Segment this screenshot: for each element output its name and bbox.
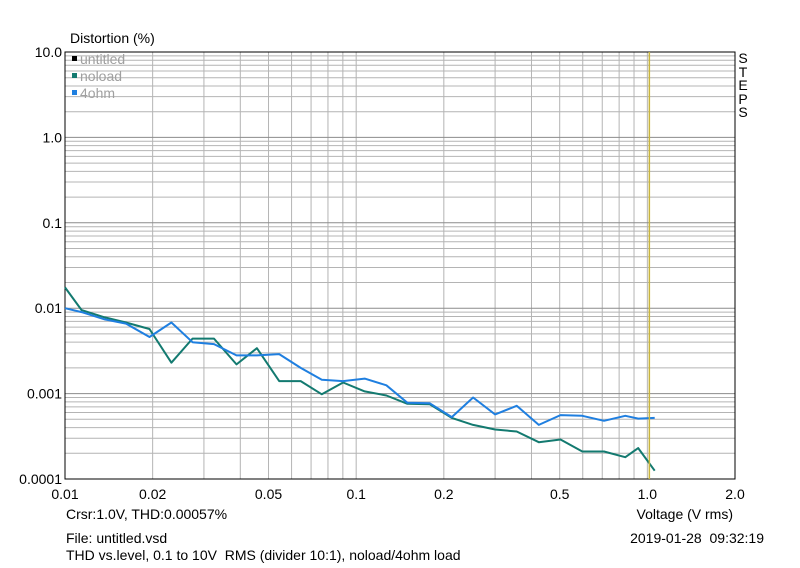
legend-label: noload: [80, 68, 122, 84]
series-line-4ohm: [64, 307, 655, 426]
y-tick-label: 0.0001: [19, 471, 62, 487]
chart-description: THD vs.level, 0.1 to 10V RMS (divider 10…: [66, 547, 461, 563]
steps-letter: S: [738, 50, 748, 66]
steps-letter: T: [738, 63, 748, 80]
x-tick-label: 1.0: [638, 486, 658, 502]
y-axis-label: Distortion (%): [70, 30, 155, 46]
y-tick-label: 10.0: [35, 44, 62, 60]
steps-letter: S: [738, 104, 748, 120]
x-tick-label: 0.2: [434, 486, 454, 502]
steps-letter: P: [738, 90, 748, 107]
grid-major: [65, 136, 735, 395]
legend-label: 4ohm: [80, 85, 115, 101]
legend-label: untitled: [80, 51, 125, 67]
y-tick-label: 1.0: [43, 129, 63, 145]
legend-swatch: [72, 90, 77, 95]
x-tick-label: 0.5: [550, 486, 570, 502]
y-tick-labels: 10.0 1.0 0.1 0.01 0.001 0.0001: [19, 44, 62, 487]
series-line-noload: [64, 286, 656, 472]
y-tick-label: 0.01: [35, 300, 62, 316]
x-tick-label: 0.05: [255, 486, 282, 502]
cursor-readout: Crsr:1.0V, THD:0.00057%: [66, 506, 228, 522]
plot-frame: [64, 51, 736, 480]
x-tick-label: 2.0: [725, 486, 745, 502]
y-tick-label: 0.1: [43, 215, 63, 231]
steps-letter: E: [738, 77, 748, 93]
x-axis-label: Voltage (V rms): [636, 506, 733, 522]
x-tick-label: 0.1: [346, 486, 366, 502]
x-tick-labels: 0.01 0.02 0.05 0.1 0.2 0.5 1.0 2.0: [51, 486, 745, 502]
series-layer: [64, 286, 656, 472]
y-tick-label: 0.001: [27, 386, 62, 402]
x-tick-label: 0.01: [51, 486, 78, 502]
timestamp: 2019-01-28 09:32:19: [630, 530, 764, 546]
legend-swatch: [72, 73, 77, 78]
legend-swatch: [72, 56, 77, 61]
file-name: File: untitled.vsd: [66, 530, 168, 546]
x-tick-label: 0.02: [139, 486, 166, 502]
grid-minor: [65, 52, 735, 479]
